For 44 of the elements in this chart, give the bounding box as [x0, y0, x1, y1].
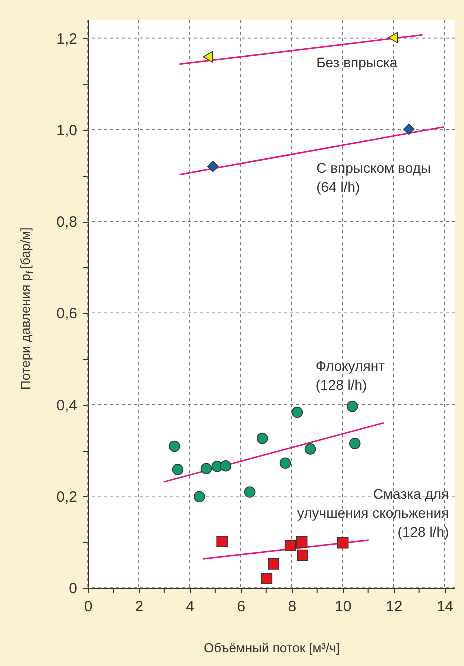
point: [194, 491, 206, 502]
text: С впрыском воды (64 l/h): [316, 160, 432, 195]
point: [256, 433, 268, 444]
point: [207, 160, 219, 172]
point: [304, 444, 316, 455]
point: [268, 558, 280, 570]
y-tick-label: 0,4: [56, 397, 78, 414]
point: [296, 536, 308, 548]
point: [172, 464, 184, 476]
y-tick-label: 0: [69, 580, 78, 598]
x-tick-label: 12: [386, 598, 403, 616]
x-tick-label: 4: [186, 598, 195, 616]
point: [297, 550, 308, 562]
series-label: Смазка для улучшения скольжения (128 l/h): [297, 486, 450, 540]
point: [388, 32, 398, 44]
y-tick-label: 0,2: [56, 488, 78, 506]
y-tick-label: 0,8: [56, 214, 78, 232]
point: [284, 540, 296, 552]
point: [203, 51, 213, 63]
x-tick-label: 0: [84, 598, 93, 616]
point: [403, 124, 415, 136]
point: [216, 536, 228, 548]
point: [220, 460, 232, 472]
x-tick-label: 10: [335, 598, 352, 616]
y-tick-label: 1,0: [56, 122, 78, 140]
point: [169, 440, 180, 452]
point: [346, 400, 358, 412]
point: [200, 463, 212, 475]
x-axis-title: Объёмный поток [м³/ч]: [204, 640, 340, 656]
x-tick-label: 6: [237, 598, 246, 616]
y-axis-title: Потери давления pf [бар/м]: [18, 228, 35, 390]
point: [244, 486, 256, 498]
y-tick-label: 0,6: [56, 306, 78, 323]
point: [292, 406, 304, 418]
point: [261, 573, 273, 584]
series-label: Флокулянт (128 l/h): [316, 358, 386, 393]
x-tick-label: 8: [288, 598, 297, 616]
point: [280, 458, 292, 470]
series-label: Без впрыска: [316, 54, 398, 71]
x-tick-label: 14: [436, 598, 454, 616]
point: [337, 537, 349, 549]
x-tick-label: 2: [135, 598, 144, 616]
point: [349, 438, 361, 450]
y-tick-label: 1,2: [56, 30, 78, 48]
